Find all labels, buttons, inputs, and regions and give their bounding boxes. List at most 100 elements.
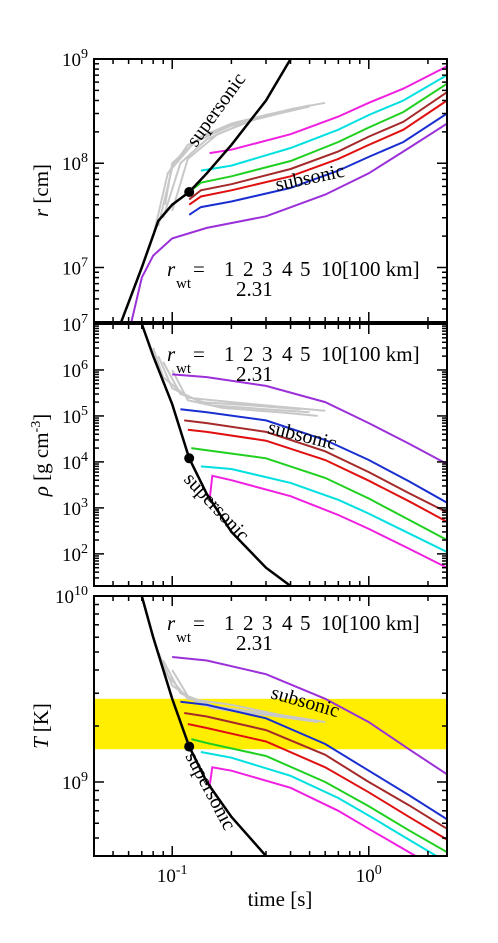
- y-tick-label: 103: [62, 496, 88, 520]
- series-line-5: [200, 751, 439, 856]
- y-tick-label: 1010: [55, 584, 88, 608]
- legend-value: 5: [300, 611, 311, 635]
- legend-symbol: r: [167, 257, 176, 281]
- series-line-2.31: [184, 712, 447, 830]
- legend-value: 4: [282, 611, 293, 635]
- series-line-10: [208, 474, 447, 569]
- x-tick-label: 100: [356, 863, 382, 887]
- series-line-1: [172, 656, 447, 776]
- x-ticks: [93, 59, 429, 322]
- legend-unit: [100 km]: [342, 611, 420, 635]
- series-line-4: [190, 82, 447, 192]
- legend-value-2-31: 2.31: [236, 362, 273, 386]
- series-line-1: [130, 122, 447, 322]
- annotation: supersonic: [181, 748, 241, 834]
- series-line-5: [200, 74, 447, 172]
- sonic-point-marker: [184, 453, 195, 464]
- series-line-3: [187, 723, 447, 841]
- y-tick-label: 102: [62, 542, 88, 566]
- legend-equals: =: [193, 342, 205, 366]
- legend-unit: [100 km]: [342, 342, 420, 366]
- series-line-3: [188, 99, 447, 206]
- series-line-1: [172, 373, 447, 465]
- legend: rwt= 1 2 3 4 5 10 2.31 [100 km]: [167, 257, 420, 301]
- legend-value-2-31: 2.31: [236, 277, 273, 301]
- legend-value: 5: [300, 342, 311, 366]
- legend: rwt= 1 2 3 4 5 10 2.31 [100 km]: [167, 342, 420, 386]
- annotation: supersonic: [179, 468, 254, 546]
- legend-value: 2: [243, 257, 254, 281]
- y-tick-label: 109: [62, 770, 88, 794]
- series-line-2: [188, 112, 447, 216]
- legend-value: 3: [262, 611, 273, 635]
- y-tick-label: 104: [62, 450, 88, 474]
- y-tick-label: 108: [62, 151, 88, 175]
- series-line-2: [180, 408, 447, 504]
- legend-subscript: wt: [176, 630, 192, 646]
- legend-value: 5: [300, 257, 311, 281]
- sonic-point-marker: [184, 741, 195, 752]
- sonic-point-marker: [184, 186, 195, 197]
- highlight-band: [94, 698, 447, 750]
- legend: rwt= 1 2 3 4 5 10 2.31 [100 km]: [167, 611, 420, 655]
- legend-value: 4: [282, 342, 293, 366]
- y-ticks: [94, 58, 447, 323]
- gray-curve: [162, 106, 301, 219]
- y-ticks: [94, 323, 447, 587]
- legend-symbol: r: [167, 611, 176, 635]
- series-line-3: [187, 428, 447, 523]
- series-line-10: [208, 766, 418, 856]
- y-tick-label: 105: [62, 404, 88, 428]
- x-tick-labels: 10-1 100: [157, 863, 382, 887]
- legend-value: 3: [262, 257, 273, 281]
- y-tick-label: 109: [62, 47, 88, 71]
- legend-value: 2: [243, 342, 254, 366]
- gray-curve: [171, 104, 310, 212]
- legend-value: 10: [321, 342, 342, 366]
- y-axis-label: T [K]: [29, 703, 53, 749]
- radius-panel: 107 108 109 r [cm] rwt= 1 2 3 4 5 10 2.31 [100 km] su…: [29, 47, 448, 323]
- x-ticks: [93, 324, 429, 586]
- legend-value-2-31: 2.31: [236, 631, 273, 655]
- legend-value: 4: [282, 257, 293, 281]
- y-ticks: [94, 595, 447, 857]
- plot-area: [94, 596, 447, 856]
- series-line-10: [209, 65, 447, 155]
- gray-curve: [164, 114, 267, 205]
- plot-area: [140, 324, 447, 586]
- legend-value: 3: [262, 342, 273, 366]
- legend-value: 2: [243, 611, 254, 635]
- legend-subscript: wt: [176, 276, 192, 292]
- panel-frame: [93, 58, 448, 323]
- density-panel: 102 103 104 105 106 107 ρ [g cm-3] rwt= 1 2 3 4 5 10 2…: [29, 312, 448, 587]
- gray-curve: [171, 369, 318, 417]
- legend-value: 1: [224, 342, 235, 366]
- y-tick-label: 107: [62, 255, 88, 279]
- y-tick-label: 106: [62, 358, 88, 382]
- plot-area: [120, 59, 447, 322]
- panel-frame: [93, 323, 448, 587]
- legend-equals: =: [193, 611, 205, 635]
- legend-subscript: wt: [176, 361, 192, 377]
- y-tick-label: 107: [62, 312, 88, 336]
- series-line-2.31: [184, 419, 447, 514]
- x-tick-label: 10-1: [157, 863, 188, 887]
- gray-curve: [171, 669, 318, 724]
- series-line-5: [200, 465, 447, 553]
- legend-unit: [100 km]: [342, 257, 420, 281]
- series-line-4: [191, 447, 447, 541]
- x-axis-label: time [s]: [248, 887, 313, 911]
- series-line-4: [191, 738, 447, 853]
- annotation: subsonic: [266, 417, 339, 455]
- y-axis-label: ρ [g cm-3]: [29, 414, 53, 497]
- legend-equals: =: [193, 257, 205, 281]
- x-ticks: [93, 596, 429, 856]
- supersonic-curve: [140, 324, 292, 586]
- legend-value: 10: [321, 257, 342, 281]
- annotation: supersonic: [182, 69, 250, 151]
- legend-value: 1: [224, 257, 235, 281]
- legend-value: 1: [224, 611, 235, 635]
- series-line-2: [180, 700, 447, 821]
